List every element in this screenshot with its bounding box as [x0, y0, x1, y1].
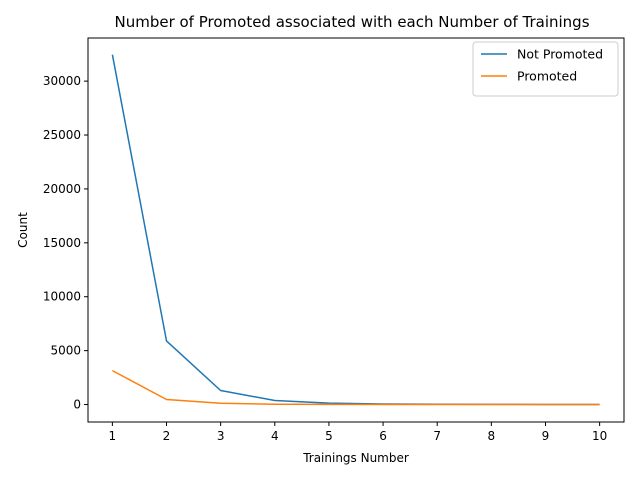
axes-frame	[87, 37, 625, 423]
y-tick-label: 25000	[43, 128, 81, 142]
x-tick-label: 5	[325, 429, 333, 443]
x-tick-label: 2	[163, 429, 171, 443]
x-tick-label: 7	[433, 429, 441, 443]
y-tick-label: 20000	[43, 182, 81, 196]
legend-label-not-promoted: Not Promoted	[517, 47, 603, 62]
y-axis-label: Count	[16, 212, 30, 248]
y-tick-label: 0	[73, 398, 81, 412]
x-axis: 1 2 3 4 5 6 7 8 9 10	[109, 422, 607, 443]
chart-title: Number of Promoted associated with each …	[114, 13, 589, 31]
x-tick-label: 4	[271, 429, 279, 443]
legend: Not Promoted Promoted	[472, 41, 619, 97]
x-tick-label: 8	[488, 429, 496, 443]
y-axis: 0 5000 10000 15000 20000 25000 30000	[43, 74, 88, 412]
y-tick-label: 30000	[43, 74, 81, 88]
y-tick-label: 5000	[50, 344, 81, 358]
x-tick-label: 9	[542, 429, 550, 443]
x-tick-label: 1	[109, 429, 117, 443]
x-tick-label: 3	[217, 429, 225, 443]
series-line-promoted	[112, 369, 600, 406]
x-axis-label: Trainings Number	[302, 451, 409, 465]
legend-label-promoted: Promoted	[517, 69, 577, 84]
y-tick-label: 10000	[43, 290, 81, 304]
x-tick-label: 10	[592, 429, 607, 443]
legend-box	[472, 41, 619, 97]
plot-area	[111, 54, 600, 406]
y-tick-label: 15000	[43, 236, 81, 250]
x-tick-label: 6	[379, 429, 387, 443]
